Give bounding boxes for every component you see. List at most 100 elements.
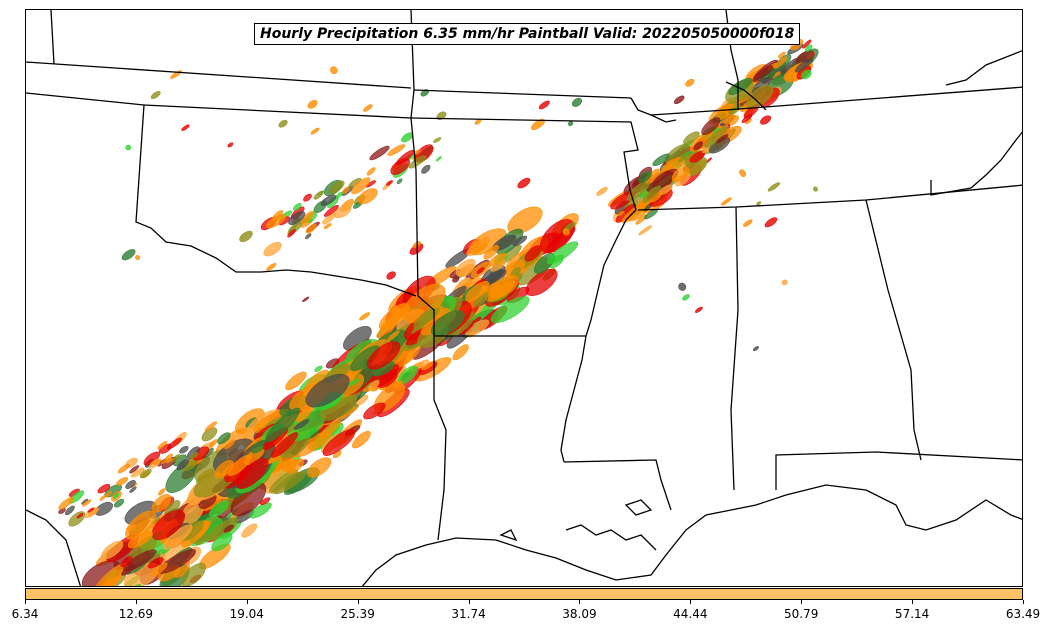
precip-blob — [394, 380, 403, 389]
precip-blob — [209, 500, 229, 518]
precip-blob — [263, 241, 282, 257]
precip-blob — [652, 153, 670, 167]
precip-blob — [293, 419, 310, 430]
precip-blob — [322, 429, 356, 456]
precip-blob — [436, 111, 447, 121]
precip-blob — [386, 271, 396, 280]
precip-blob — [151, 509, 186, 541]
precip-blob — [507, 206, 543, 234]
precip-blob — [303, 193, 312, 202]
precip-blob — [721, 197, 732, 206]
precip-blob — [802, 39, 812, 49]
precip-blob — [76, 513, 84, 519]
colorbar-tick-label: 31.74 — [451, 607, 486, 621]
precip-blob — [150, 91, 161, 99]
precip-blob — [223, 524, 234, 533]
colorbar-tick-label: 50.79 — [784, 607, 819, 621]
precip-blob — [236, 458, 269, 489]
precip-blob — [538, 100, 550, 110]
precip-blob — [752, 346, 759, 352]
precip-blob — [295, 408, 312, 423]
colorbar-tick-label: 6.34 — [11, 607, 39, 621]
precip-blob — [127, 530, 153, 549]
colorbar-tick-label: 38.09 — [562, 607, 597, 621]
precip-blob — [490, 296, 530, 324]
precip-blob — [396, 178, 403, 185]
precip-blob — [120, 556, 133, 568]
precip-blob — [359, 312, 371, 321]
colorbar-tick — [468, 600, 470, 604]
precip-blob — [300, 210, 315, 224]
precip-blob — [386, 180, 393, 186]
precip-blob — [273, 470, 307, 495]
precip-blob — [348, 378, 360, 387]
precip-blob — [287, 458, 304, 474]
colorbar-tick — [25, 600, 26, 604]
precip-blob — [176, 458, 189, 471]
precip-blob — [390, 158, 410, 175]
precip-blob — [366, 167, 376, 176]
precip-blob — [125, 144, 131, 151]
precip-blob — [241, 523, 258, 538]
precip-blob — [305, 233, 312, 240]
precip-blob — [104, 490, 112, 498]
colorbar-tick — [579, 600, 581, 604]
precip-blob — [314, 365, 323, 372]
precip-blob — [227, 142, 234, 148]
precip-blob — [517, 177, 531, 189]
colorbar-tick-label: 63.49 — [1005, 607, 1041, 621]
precip-blob — [421, 164, 431, 174]
precip-blob — [307, 99, 318, 109]
precip-blob — [147, 557, 164, 569]
precip-blob — [596, 186, 608, 196]
precip-blob — [157, 440, 168, 450]
precip-blob — [685, 78, 695, 87]
precip-blob — [135, 254, 141, 261]
precip-blob — [489, 275, 519, 299]
precip-blob — [756, 201, 762, 206]
precip-blob — [546, 241, 579, 265]
precip-blob — [743, 219, 753, 227]
precip-blob — [801, 69, 812, 80]
precip-blob — [116, 477, 129, 486]
precip-blob — [181, 124, 190, 131]
colorbar — [25, 588, 1023, 600]
precip-blob — [171, 454, 181, 463]
precip-blob — [764, 217, 778, 228]
precip-blob — [781, 279, 788, 286]
precip-blob — [617, 210, 625, 216]
colorbar-tick-label: 12.69 — [118, 607, 154, 621]
precip-blob — [754, 65, 774, 81]
colorbar-tick — [357, 600, 359, 604]
precip-blob — [368, 380, 380, 391]
precipitation-blobs — [58, 38, 819, 586]
precip-blob — [683, 153, 692, 161]
precip-blob — [305, 373, 350, 408]
precip-blob — [804, 44, 813, 52]
precip-blob — [239, 230, 253, 243]
precip-blob — [58, 496, 75, 510]
map-panel: Hourly Precipitation 6.35 mm/hr Paintbal… — [25, 9, 1023, 587]
precip-blob — [227, 454, 252, 477]
colorbar-tick-label: 57.14 — [894, 607, 930, 621]
precip-blob — [778, 51, 786, 59]
precip-blob — [638, 225, 652, 236]
precip-blob — [271, 210, 284, 222]
precip-blob — [139, 468, 152, 479]
precip-blob — [701, 117, 721, 136]
precip-blob — [433, 137, 442, 143]
precip-blob — [101, 540, 124, 560]
precip-blob — [420, 89, 430, 97]
precip-blob — [455, 258, 476, 277]
precip-blob — [217, 432, 231, 445]
colorbar-tick-label: 44.44 — [673, 607, 708, 621]
precip-blob — [488, 252, 507, 267]
precip-blob — [125, 480, 136, 489]
colorbar-tick — [246, 600, 248, 604]
precip-blob — [417, 359, 430, 369]
precip-blob — [97, 483, 111, 494]
precip-blob — [483, 245, 499, 260]
precip-blob — [278, 119, 288, 128]
precip-blob — [773, 56, 788, 69]
colorbar-tick-label: 19.04 — [229, 607, 264, 621]
